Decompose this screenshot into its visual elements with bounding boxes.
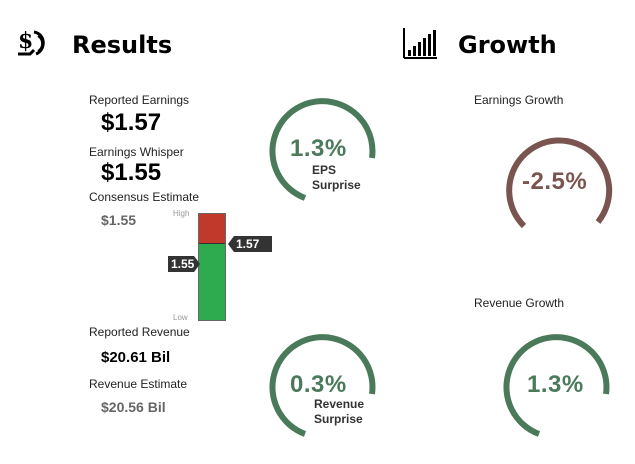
earnings-whisper-value: $1.55 — [101, 159, 162, 186]
eps-gauge-arc — [269, 98, 376, 201]
revenue-growth-gauge: 1.3% — [502, 332, 612, 442]
range-bar-whisper-line — [199, 243, 225, 244]
range-high-label: High — [173, 209, 190, 218]
svg-text:$: $ — [18, 28, 33, 54]
growth-icon — [402, 26, 438, 60]
earnings-growth-arc — [506, 137, 613, 229]
revenue-surprise-line2: Surprise — [314, 412, 363, 426]
reported-earnings-label: Reported Earnings — [89, 93, 190, 107]
results-icon: $ — [16, 28, 50, 60]
earnings-growth-value: -2.5% — [522, 168, 588, 195]
earnings-growth-label: Earnings Growth — [474, 93, 564, 107]
growth-title: Growth — [458, 31, 557, 59]
eps-surprise-line2: Surprise — [312, 178, 361, 192]
revenue-surprise-gauge: 0.3% Revenue Surprise — [268, 332, 378, 442]
revenue-surprise-line1: Revenue — [314, 397, 365, 411]
actual-value-tag-text: 1.57 — [236, 237, 260, 251]
consensus-estimate-value: $1.55 — [101, 212, 137, 228]
earnings-whisper-label: Earnings Whisper — [89, 145, 184, 159]
revenue-growth-value: 1.3% — [527, 371, 584, 398]
eps-surprise-value: 1.3% — [290, 135, 347, 162]
reported-earnings-value: $1.57 — [101, 109, 162, 136]
revenue-estimate-label: Revenue Estimate — [89, 377, 188, 391]
bar-chart-icon — [403, 28, 437, 59]
range-bar-actual-segment — [199, 214, 225, 243]
revenue-estimate-value: $20.56 Bil — [101, 399, 166, 415]
revenue-gauge-arc — [269, 334, 376, 437]
revenue-growth-label: Revenue Growth — [474, 296, 565, 310]
reported-revenue-label: Reported Revenue — [89, 325, 190, 339]
earnings-growth-gauge: -2.5% — [502, 130, 613, 240]
consensus-estimate-label: Consensus Estimate — [89, 190, 200, 204]
range-low-label: Low — [173, 313, 188, 322]
eps-surprise-line1: EPS — [312, 163, 337, 177]
revenue-growth-arc — [503, 334, 610, 437]
revenue-surprise-value: 0.3% — [290, 371, 347, 398]
whisper-value-tag-text: 1.55 — [171, 257, 195, 271]
earnings-range-bar: High Low 1.57 1.55 — [168, 207, 273, 327]
results-title: Results — [72, 31, 173, 59]
reported-revenue-value: $20.61 Bil — [101, 349, 171, 366]
eps-surprise-gauge: 1.3% EPS Surprise — [268, 96, 378, 206]
money-hand-icon: $ — [18, 28, 45, 56]
